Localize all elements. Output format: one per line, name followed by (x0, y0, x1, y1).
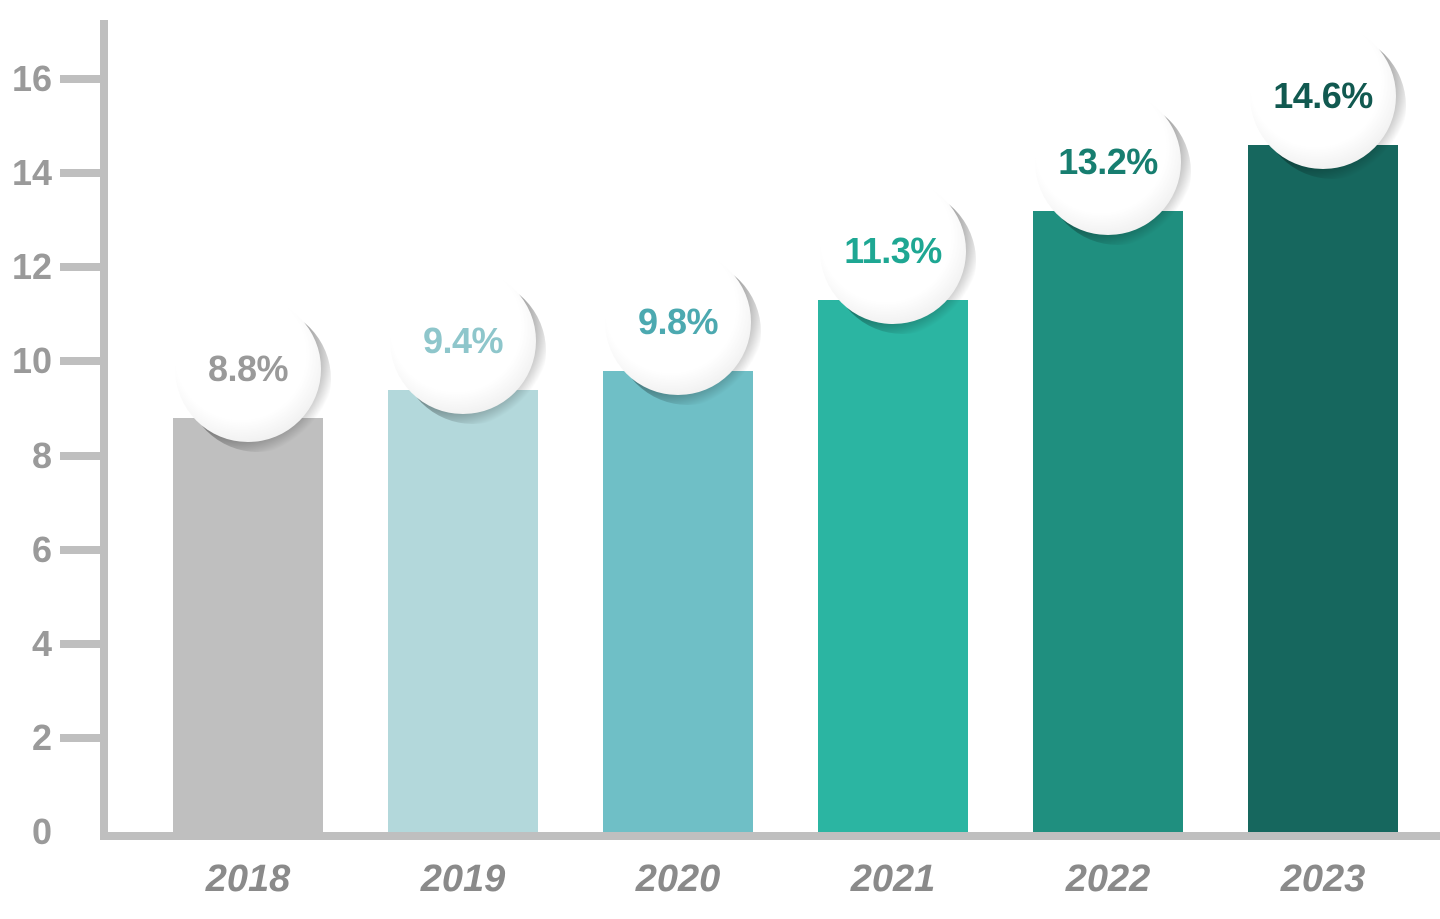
y-axis-label: 16 (0, 58, 52, 100)
bar (173, 418, 323, 832)
bar (818, 300, 968, 832)
value-badge: 9.8% (605, 249, 751, 395)
y-tick (60, 75, 108, 83)
value-badge: 8.8% (175, 296, 321, 442)
bar (603, 371, 753, 832)
badge-value: 14.6% (1273, 75, 1373, 117)
bar (388, 390, 538, 832)
bars-area: 8.8% 9.4% 9.8% 11.3% 13.2% 14.6% (108, 79, 1440, 832)
bar (1248, 145, 1398, 832)
bar-group: 11.3% (808, 79, 978, 832)
badge-value: 11.3% (844, 230, 942, 272)
bar-group: 9.4% (378, 79, 548, 832)
bar (1033, 211, 1183, 832)
value-badge: 13.2% (1035, 89, 1181, 235)
x-axis-label: 2022 (1023, 858, 1193, 901)
badge-circle: 9.8% (605, 249, 751, 395)
y-tick (60, 546, 108, 554)
badge-circle: 8.8% (175, 296, 321, 442)
bar-group: 8.8% (163, 79, 333, 832)
x-axis-label: 2020 (593, 858, 763, 901)
badge-circle: 11.3% (820, 178, 966, 324)
y-tick (60, 734, 108, 742)
bar-chart: 0 2 4 6 8 10 12 14 16 8.8% 9.4% 9.8% 11.3% 13.2% 14.6… (0, 0, 1440, 919)
y-axis-label: 14 (0, 152, 52, 194)
bar-group: 9.8% (593, 79, 763, 832)
value-badge: 11.3% (820, 178, 966, 324)
badge-circle: 9.4% (390, 268, 536, 414)
badge-value: 9.4% (423, 320, 503, 362)
value-badge: 9.4% (390, 268, 536, 414)
y-axis-label: 8 (0, 435, 52, 477)
y-tick (60, 263, 108, 271)
y-tick (60, 452, 108, 460)
y-axis-label: 0 (0, 811, 52, 853)
y-tick (60, 640, 108, 648)
y-axis-label: 6 (0, 529, 52, 571)
bar-group: 13.2% (1023, 79, 1193, 832)
y-axis (100, 20, 108, 840)
y-axis-label: 10 (0, 340, 52, 382)
x-axis-label: 2018 (163, 858, 333, 901)
value-badge: 14.6% (1250, 23, 1396, 169)
y-tick (60, 357, 108, 365)
x-axis-label: 2021 (808, 858, 978, 901)
bar-group: 14.6% (1238, 79, 1408, 832)
x-axis-label: 2023 (1238, 858, 1408, 901)
badge-circle: 13.2% (1035, 89, 1181, 235)
y-axis-label: 4 (0, 623, 52, 665)
badge-value: 13.2% (1058, 141, 1158, 183)
y-tick (60, 169, 108, 177)
x-axis (100, 832, 1440, 840)
badge-circle: 14.6% (1250, 23, 1396, 169)
x-axis-label: 2019 (378, 858, 548, 901)
y-axis-label: 12 (0, 246, 52, 288)
badge-value: 9.8% (638, 301, 718, 343)
badge-value: 8.8% (208, 348, 288, 390)
y-axis-label: 2 (0, 717, 52, 759)
